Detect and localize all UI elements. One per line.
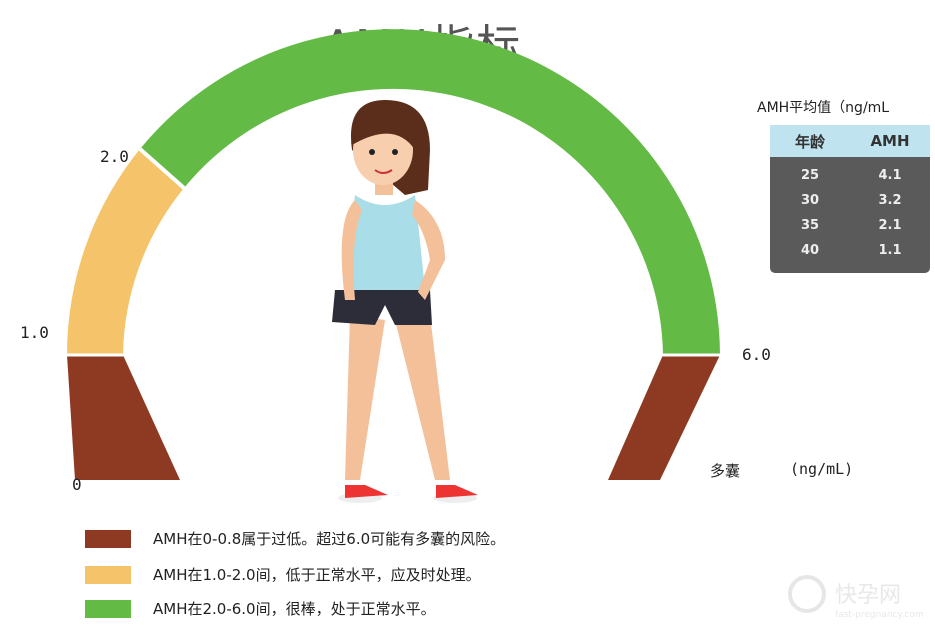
table-row: 40 1.1 [770, 238, 930, 263]
amh-cell: 2.1 [878, 218, 902, 233]
amh-cell: 3.2 [878, 193, 902, 208]
legend-text: AMH在0-0.8属于过低。超过6.0可能有多囊的风险。 [153, 530, 506, 548]
amh-cell: 4.1 [878, 168, 902, 183]
gauge-segment-low-left [67, 355, 180, 480]
legend-item-borderline: AMH在1.0-2.0间，低于正常水平，应及时处理。 [85, 564, 481, 585]
table-row: 25 4.1 [770, 163, 930, 188]
table-row: 30 3.2 [770, 188, 930, 213]
scale-label-6: 6.0 [742, 345, 771, 364]
table-row: 35 2.1 [770, 213, 930, 238]
gauge-segment-normal [140, 29, 720, 355]
legend-swatch [85, 599, 131, 618]
age-cell: 40 [800, 243, 820, 258]
table-title: AMH平均值（ng/mL [757, 100, 890, 116]
legend-item-low: AMH在0-0.8属于过低。超过6.0可能有多囊的风险。 [85, 528, 505, 549]
legend-text: AMH在1.0-2.0间，低于正常水平，应及时处理。 [153, 566, 481, 584]
pcos-label: 多囊 [710, 462, 741, 480]
legend-swatch [85, 529, 131, 548]
scale-label-2: 2.0 [100, 147, 129, 166]
scale-label-1: 1.0 [20, 323, 49, 342]
table-header: 年龄 AMH [770, 125, 930, 157]
amh-cell: 1.1 [878, 243, 902, 258]
header-age: 年龄 [794, 132, 825, 151]
legend-text: AMH在2.0-6.0间，很棒，处于正常水平。 [153, 600, 436, 618]
legend-swatch [85, 565, 131, 584]
scale-label-0: 0 [72, 475, 82, 494]
amh-average-table: 年龄 AMH 25 4.1 30 3.2 35 2.1 40 1.1 [770, 125, 930, 273]
svg-text:快孕网: 快孕网 [835, 583, 901, 608]
unit-label: (ng/mL) [790, 460, 854, 478]
gauge-segment-high-right [608, 355, 720, 480]
legend-item-normal: AMH在2.0-6.0间，很棒，处于正常水平。 [85, 598, 436, 619]
gauge-segment-borderline [67, 149, 184, 355]
watermark-logo: 快孕网 fast-pregnancy.com [785, 572, 935, 626]
age-cell: 25 [800, 168, 820, 183]
svg-text:fast-pregnancy.com: fast-pregnancy.com [835, 610, 924, 620]
woman-illustration [332, 100, 478, 503]
age-cell: 35 [800, 218, 820, 233]
header-amh: AMH [870, 132, 910, 150]
age-cell: 30 [800, 193, 820, 208]
